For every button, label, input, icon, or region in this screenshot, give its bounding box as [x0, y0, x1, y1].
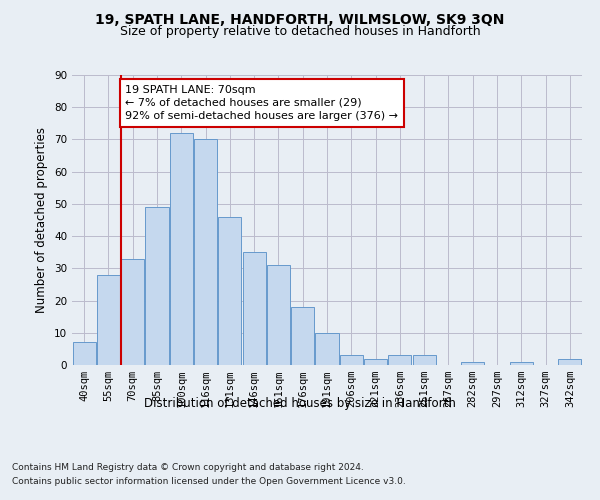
Bar	[510, 362, 533, 365]
Bar	[97, 275, 120, 365]
Bar	[559, 358, 581, 365]
Y-axis label: Number of detached properties: Number of detached properties	[35, 127, 49, 313]
Bar	[73, 342, 95, 365]
Bar	[170, 133, 193, 365]
Bar	[267, 265, 290, 365]
Bar	[388, 356, 412, 365]
Bar	[364, 358, 387, 365]
Text: 19 SPATH LANE: 70sqm
← 7% of detached houses are smaller (29)
92% of semi-detach: 19 SPATH LANE: 70sqm ← 7% of detached ho…	[125, 84, 398, 121]
Bar	[413, 356, 436, 365]
Text: 19, SPATH LANE, HANDFORTH, WILMSLOW, SK9 3QN: 19, SPATH LANE, HANDFORTH, WILMSLOW, SK9…	[95, 12, 505, 26]
Bar	[194, 140, 217, 365]
Text: Distribution of detached houses by size in Handforth: Distribution of detached houses by size …	[144, 398, 456, 410]
Bar	[218, 217, 241, 365]
Text: Contains public sector information licensed under the Open Government Licence v3: Contains public sector information licen…	[12, 478, 406, 486]
Bar	[461, 362, 484, 365]
Bar	[121, 258, 144, 365]
Bar	[242, 252, 266, 365]
Bar	[145, 207, 169, 365]
Bar	[340, 356, 363, 365]
Bar	[316, 333, 338, 365]
Bar	[291, 307, 314, 365]
Text: Contains HM Land Registry data © Crown copyright and database right 2024.: Contains HM Land Registry data © Crown c…	[12, 462, 364, 471]
Text: Size of property relative to detached houses in Handforth: Size of property relative to detached ho…	[119, 25, 481, 38]
